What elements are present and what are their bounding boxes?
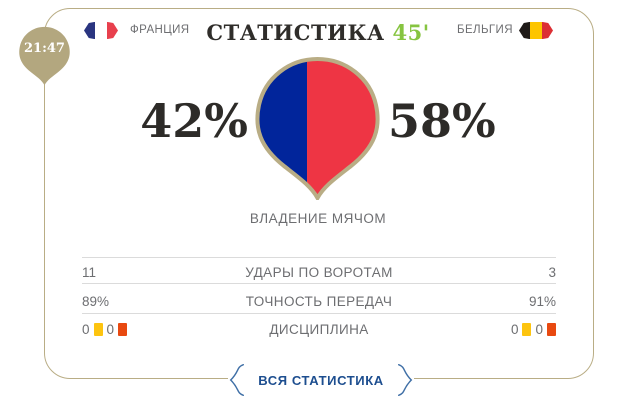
red-card-icon [547, 322, 556, 336]
yellow-card-icon [93, 322, 103, 336]
all-statistics-button[interactable]: ВСЯ СТАТИСТИКА [228, 357, 414, 403]
possession-away-fill [307, 59, 378, 198]
yellow-card-icon [522, 322, 532, 336]
possession-label: ВЛАДЕНИЕ МЯЧОМ [249, 211, 387, 226]
away-red-count: 0 [535, 321, 543, 337]
france-flag-icon [84, 22, 118, 39]
stat-row-shots: 11 УДАРЫ ПО ВОРОТАМ 3 [82, 262, 556, 282]
belgium-flag-icon [519, 22, 553, 39]
away-pass-accuracy: 91% [528, 293, 556, 309]
separator [82, 283, 556, 284]
match-time: 21:47 [24, 41, 65, 56]
away-discipline: 0 0 [436, 322, 556, 337]
pass-accuracy-label: ТОЧНОСТЬ ПЕРЕДАЧ [245, 293, 393, 309]
all-statistics-label: ВСЯ СТАТИСТИКА [258, 372, 384, 388]
page-title: СТАТИСТИКА 45' [44, 20, 592, 45]
home-possession-pct: 42% [140, 94, 248, 148]
chevron-right-icon [397, 363, 413, 397]
shots-label: УДАРЫ ПО ВОРОТАМ [245, 264, 393, 280]
home-discipline: 0 0 [82, 322, 202, 337]
away-possession-pct: 58% [388, 94, 496, 148]
home-shots: 11 [82, 264, 97, 280]
away-yellow-count: 0 [510, 321, 519, 337]
time-badge-icon [19, 26, 70, 86]
chevron-left-icon [229, 363, 245, 397]
match-minute: 45' [392, 20, 430, 45]
red-card-icon [118, 322, 128, 336]
possession-chart [255, 57, 380, 200]
home-team-name: ФРАНЦИЯ [130, 24, 190, 36]
home-red-count: 0 [106, 321, 115, 337]
stat-row-pass-accuracy: 89% ТОЧНОСТЬ ПЕРЕДАЧ 91% [82, 291, 556, 311]
away-shots: 3 [548, 264, 556, 280]
title-text: СТАТИСТИКА [206, 20, 385, 45]
away-team-name: БЕЛЬГИЯ [457, 24, 513, 36]
discipline-label: ДИСЦИПЛИНА [269, 321, 369, 337]
home-pass-accuracy: 89% [82, 293, 110, 309]
separator [82, 257, 556, 258]
home-yellow-count: 0 [82, 321, 90, 337]
separator [82, 313, 556, 314]
stat-row-discipline: 0 0 ДИСЦИПЛИНА 0 0 [82, 319, 556, 339]
